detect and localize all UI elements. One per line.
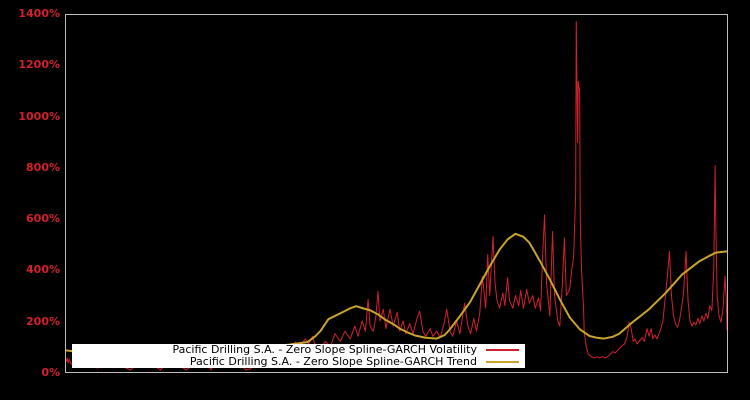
trend-line [66,232,727,359]
trend-line-swatch [486,361,519,363]
y-axis-tick-label: 800% [26,160,60,174]
legend-label-trend: Pacific Drilling S.A. - Zero Slope Splin… [189,355,477,368]
volatility-line [66,20,727,371]
y-axis-tick-label: 200% [26,314,60,328]
volatility-line-swatch [486,349,519,351]
y-axis-tick-label: 600% [26,212,60,226]
plot-svg [66,20,727,371]
legend-entry-trend: Pacific Drilling S.A. - Zero Slope Splin… [72,356,525,368]
y-axis-tick-label: 400% [26,263,60,277]
y-axis-tick-label: 0% [41,366,60,379]
legend: Pacific Drilling S.A. - Zero Slope Splin… [72,344,525,368]
y-axis-tick-label: 1400% [18,7,60,20]
legend-entry-volatility: Pacific Drilling S.A. - Zero Slope Splin… [72,344,525,356]
plot-area [65,14,728,373]
legend-label-volatility: Pacific Drilling S.A. - Zero Slope Splin… [172,343,477,356]
y-axis-tick-label: 1200% [18,58,60,72]
y-axis-tick-label: 1000% [18,109,60,123]
